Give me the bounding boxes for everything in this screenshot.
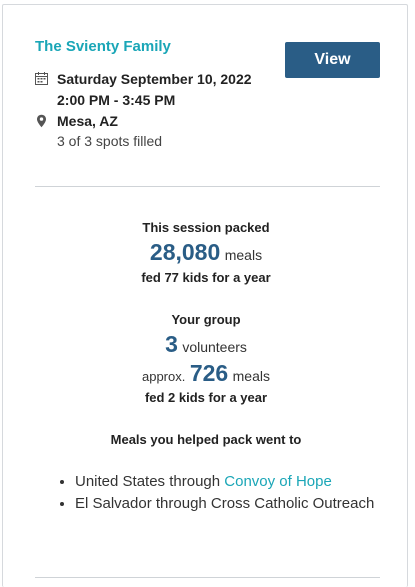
session-fed: fed 77 kids for a year bbox=[141, 270, 271, 285]
destinations-list: United States through Convoy of Hope El … bbox=[53, 471, 375, 515]
group-fed: fed 2 kids for a year bbox=[144, 390, 268, 405]
group-meals-unit: meals bbox=[232, 368, 270, 384]
spots-filled: 3 of 3 spots filled bbox=[57, 133, 163, 149]
group-meals: approx. 726 meals bbox=[3, 360, 409, 387]
session-heading: This session packed bbox=[142, 220, 270, 235]
destinations-heading: Meals you helped pack went to bbox=[110, 432, 302, 447]
divider-bottom bbox=[35, 577, 380, 578]
event-location-block: Mesa, AZ 3 of 3 spots filled bbox=[35, 113, 295, 153]
session-meals-unit: meals bbox=[224, 247, 263, 263]
approx-label: approx. bbox=[141, 369, 186, 384]
event-card: The Svienty Family View Saturday Septemb… bbox=[2, 4, 408, 587]
divider-top bbox=[35, 186, 380, 187]
group-meals-value: 726 bbox=[189, 360, 229, 386]
destination-text: United States through bbox=[75, 473, 225, 490]
family-name-link[interactable]: The Svienty Family bbox=[35, 38, 171, 55]
group-heading: Your group bbox=[171, 312, 241, 327]
convoy-of-hope-link[interactable]: Convoy of Hope bbox=[224, 473, 332, 490]
event-date: Saturday September 10, 2022 bbox=[57, 71, 252, 87]
event-time: 2:00 PM - 3:45 PM bbox=[57, 92, 176, 108]
group-volunteers-value: 3 bbox=[165, 331, 178, 357]
view-button[interactable]: View bbox=[285, 42, 380, 78]
destination-text: El Salvador through Cross Catholic Outre… bbox=[75, 495, 375, 512]
destination-item: El Salvador through Cross Catholic Outre… bbox=[75, 493, 375, 515]
session-meals-value: 28,080 bbox=[149, 239, 221, 265]
event-location: Mesa, AZ bbox=[57, 113, 118, 129]
group-volunteers: 3 volunteers bbox=[3, 331, 409, 358]
calendar-icon bbox=[35, 72, 49, 86]
session-meals: 28,080 meals bbox=[3, 239, 409, 266]
map-pin-icon bbox=[36, 114, 50, 128]
destination-item: United States through Convoy of Hope bbox=[75, 471, 375, 493]
group-volunteers-unit: volunteers bbox=[182, 339, 247, 355]
event-datetime: Saturday September 10, 2022 2:00 PM - 3:… bbox=[35, 71, 295, 111]
